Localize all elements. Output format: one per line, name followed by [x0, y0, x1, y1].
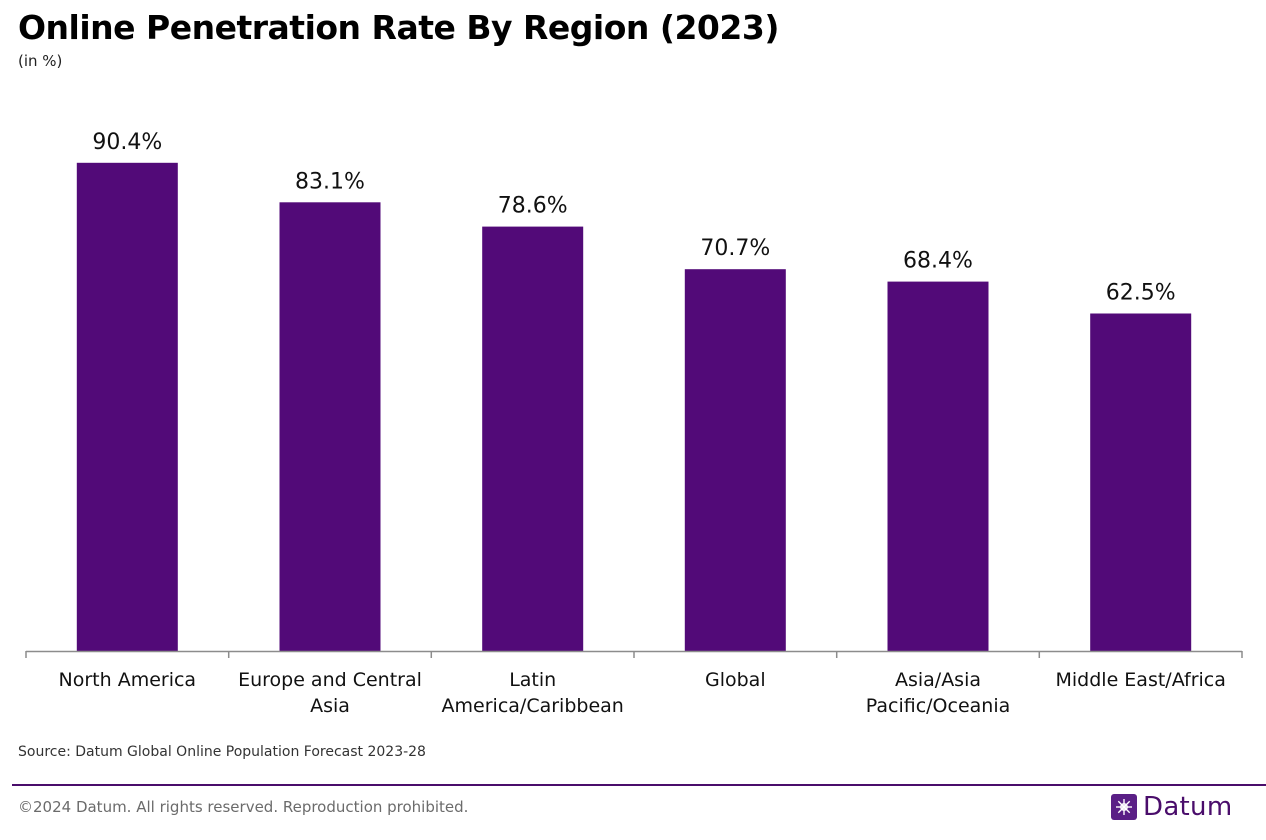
- x-axis: [25, 650, 1243, 658]
- brand-logo: Datum: [1111, 791, 1232, 823]
- category-label-line: Pacific/Oceania: [866, 695, 1011, 717]
- category-label: Asia/Asia Pacific/Oceania: [866, 669, 1011, 717]
- bar: [482, 226, 584, 651]
- value-label: 83.1%: [295, 169, 365, 194]
- category-label-line: North America: [59, 669, 197, 691]
- bar: [887, 281, 989, 651]
- category-label-line: Global: [705, 669, 766, 691]
- datum-logo-icon: [1111, 794, 1137, 820]
- category-label: North America: [59, 669, 197, 691]
- value-label: 62.5%: [1106, 281, 1176, 306]
- category-label-line: Asia/Asia: [895, 669, 981, 691]
- category-label-line: Latin: [509, 669, 556, 691]
- value-label: 68.4%: [903, 249, 973, 274]
- copyright-notice: ©2024 Datum. All rights reserved. Reprod…: [18, 798, 469, 816]
- value-label-group: 90.4% 83.1% 78.6% 70.7% 68.4% 62.5%: [92, 130, 1175, 306]
- brand-name: Datum: [1143, 792, 1233, 822]
- bar-group: [76, 162, 1192, 652]
- category-label-line: America/Caribbean: [442, 695, 624, 717]
- category-label-line: Europe and Central: [238, 669, 422, 691]
- bar: [684, 269, 786, 651]
- value-label: 78.6%: [498, 194, 568, 219]
- footer-divider: [12, 784, 1266, 786]
- category-label-group: North America Europe and Central Asia Latin…: [59, 669, 1226, 717]
- chart-subtitle: (in %): [18, 52, 63, 70]
- bar-chart: 90.4% 83.1% 78.6% 70.7% 68.4% 62.5% North Ame…: [25, 130, 1243, 717]
- bar: [76, 162, 178, 652]
- chart-title: Online Penetration Rate By Region (2023): [18, 8, 779, 47]
- value-label: 70.7%: [700, 236, 770, 261]
- category-label: Europe and Central Asia: [238, 669, 422, 717]
- bar: [279, 202, 381, 652]
- category-label: Latin America/Caribbean: [442, 669, 624, 717]
- category-label: Global: [705, 669, 766, 691]
- value-label: 90.4%: [92, 130, 162, 155]
- source-note: Source: Datum Global Online Population F…: [18, 744, 426, 760]
- category-label-line: Asia: [310, 695, 350, 717]
- category-label: Middle East/Africa: [1056, 669, 1226, 691]
- category-label-line: Middle East/Africa: [1056, 669, 1226, 691]
- bar: [1090, 313, 1192, 651]
